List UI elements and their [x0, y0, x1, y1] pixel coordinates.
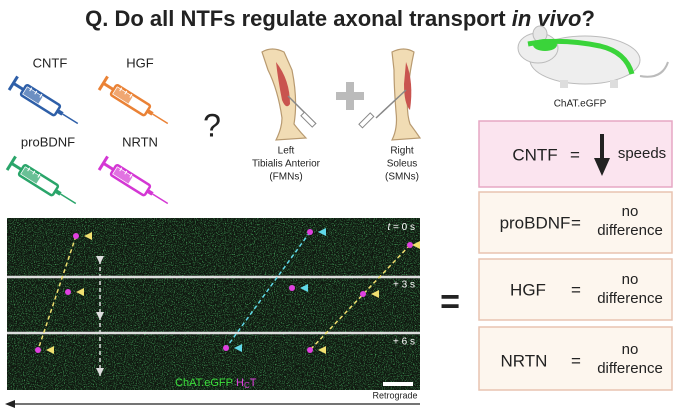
timepoint: + 6 s: [393, 337, 415, 348]
marker-end: T: [250, 377, 257, 389]
marker-label: ChAT.eGFP: [175, 377, 233, 389]
result-factor: HGF: [510, 280, 546, 299]
plus-sign: [336, 82, 364, 110]
result-sign: =: [571, 280, 581, 299]
syringe: [7, 74, 85, 133]
result-sign: =: [571, 351, 581, 370]
result-sign: =: [571, 213, 581, 232]
down-arrow: [594, 134, 610, 176]
title-italic: in vivo: [512, 6, 582, 31]
syringe: [5, 154, 83, 213]
question-mark: ?: [203, 107, 221, 143]
treatment-label: CNTF: [33, 55, 68, 70]
result-effect: no: [622, 203, 639, 220]
muscle-type: (SMNs): [385, 172, 419, 183]
right-leg: [358, 48, 422, 141]
result-effect: speeds: [618, 145, 666, 162]
left-leg: [261, 48, 317, 141]
result-box: [478, 191, 673, 254]
marker-main: H: [236, 377, 244, 389]
treatment-label: HGF: [126, 55, 154, 70]
title-text: Q. Do all NTFs regulate axonal transport: [85, 6, 512, 31]
syringe: [97, 74, 175, 133]
timepoint-text: = 0 s: [390, 222, 415, 233]
mouse-label: ChAT.eGFP: [554, 99, 607, 110]
result-box: [478, 258, 673, 321]
result-effect: no: [622, 271, 639, 288]
direction-label: Retrograde: [372, 390, 417, 400]
result-effect: difference: [597, 360, 663, 377]
microscopy-panel: [7, 218, 420, 390]
muscle-name: Soleus: [387, 159, 418, 170]
muscle-name: Tibialis Anterior: [252, 159, 321, 170]
result-box: [478, 120, 673, 188]
equals: =: [440, 283, 460, 321]
arrow-head: [5, 400, 15, 408]
muscle-type: (FMNs): [269, 172, 302, 183]
muscle-side: Left: [278, 146, 295, 157]
title: Q. Do all NTFs regulate axonal transport…: [85, 6, 595, 31]
result-factor: CNTF: [512, 145, 557, 164]
timepoint: t = 0 s: [387, 222, 415, 233]
treatment-label: NRTN: [122, 134, 158, 149]
result-sign: =: [570, 145, 580, 164]
timepoint: + 3 s: [393, 280, 415, 291]
result-effect: difference: [597, 222, 663, 239]
result-effect: no: [622, 341, 639, 358]
title-end: ?: [581, 6, 594, 31]
time-symbol: t: [387, 222, 391, 233]
marker-sub: C: [244, 381, 250, 390]
mouse: [517, 25, 669, 88]
marker-label: HCT: [236, 377, 257, 390]
result-factor: proBDNF: [500, 213, 571, 232]
result-box: [478, 326, 673, 391]
treatment-label: proBDNF: [21, 134, 75, 149]
muscle-side: Right: [390, 146, 414, 157]
syringe: [97, 154, 175, 213]
result-factor: NRTN: [501, 351, 548, 370]
result-effect: difference: [597, 290, 663, 307]
